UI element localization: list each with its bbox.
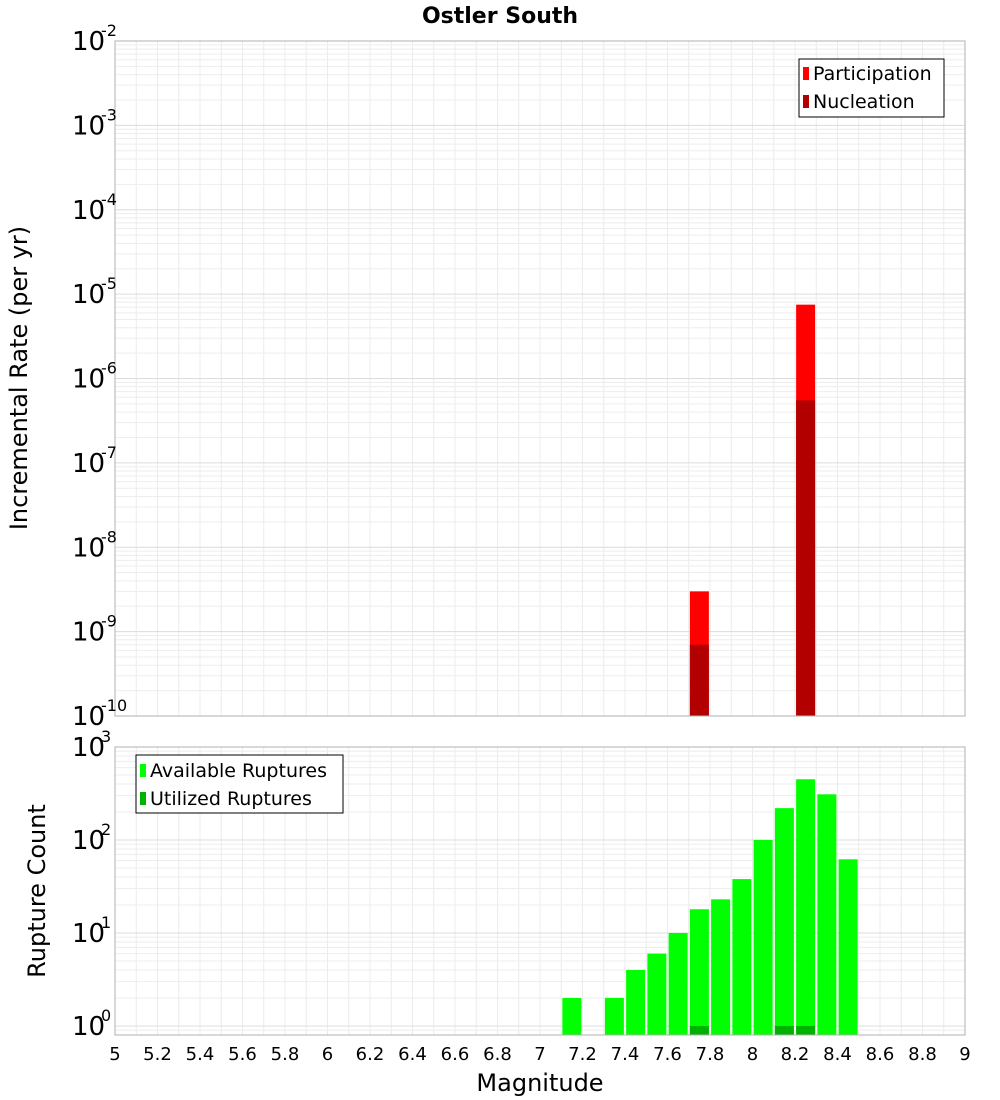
y-tick-label: 10 [72,533,105,563]
bar-available-ruptures [774,808,794,1035]
x-tick-label: 6.8 [483,1044,512,1065]
y-tick-exponent: -8 [101,527,117,546]
bar-available-ruptures [817,794,837,1035]
x-tick-label: 5 [109,1044,120,1065]
y-tick-label: 10 [72,449,105,479]
legend-swatch-available-ruptures [140,764,146,777]
y-axis-title-bottom: Rupture Count [23,804,51,978]
x-tick-label: 8 [747,1044,758,1065]
bar-available-ruptures [626,969,646,1035]
y-tick-label: 10 [72,280,105,310]
y-tick-label: 10 [72,702,105,732]
legend-box-bottom [135,754,344,814]
y-tick-exponent: 3 [101,727,111,746]
y-tick-exponent: -10 [101,696,127,715]
y-tick-label: 10 [72,618,105,648]
chart-title: Ostler South [422,4,578,29]
bar-available-ruptures [838,859,858,1035]
y-tick-exponent: -3 [101,105,117,124]
y-tick-label: 10 [72,733,105,763]
y-axis-title-top: Incremental Rate (per yr) [5,226,33,530]
x-tick-label: 6 [322,1044,333,1065]
x-tick-label: 7.8 [696,1044,725,1065]
y-tick-exponent: 1 [101,913,111,932]
y-tick-label: 10 [72,27,105,57]
bar-nucleation [689,644,709,716]
x-tick-label: 6.2 [356,1044,385,1065]
x-tick-label: 8.2 [781,1044,810,1065]
legend-label-available-ruptures: Available Ruptures [150,760,327,782]
y-tick-exponent: -2 [101,21,117,40]
bar-utilized-ruptures [689,1025,709,1035]
bar-available-ruptures [647,953,667,1035]
legend-swatch-utilized-ruptures [140,792,146,805]
y-tick-label: 10 [72,365,105,395]
x-tick-label: 8.8 [908,1044,937,1065]
bar-available-ruptures [689,909,709,1035]
x-tick-label: 8.4 [823,1044,852,1065]
bar-available-ruptures [796,779,816,1035]
bar-available-ruptures [562,997,582,1035]
x-tick-label: 7.4 [611,1044,640,1065]
legend-label-nucleation: Nucleation [813,91,915,113]
legend-label-participation: Participation [813,63,932,85]
x-tick-label: 6.6 [441,1044,470,1065]
x-tick-label: 6.4 [398,1044,427,1065]
bar-available-ruptures [753,839,773,1035]
legend-label-utilized-ruptures: Utilized Ruptures [150,788,312,810]
x-axis-title: Magnitude [476,1069,603,1097]
x-tick-label: 7.6 [653,1044,682,1065]
y-tick-exponent: -6 [101,359,117,378]
x-tick-label: 5.4 [186,1044,215,1065]
y-tick-label: 10 [72,919,105,949]
bar-available-ruptures [732,879,752,1035]
bar-utilized-ruptures [774,1025,794,1035]
x-tick-label: 5.2 [143,1044,172,1065]
legend-box-top [798,58,945,118]
legend-swatch-participation [803,67,809,80]
y-tick-exponent: 2 [101,820,111,839]
y-tick-label: 10 [72,1012,105,1042]
bar-nucleation [796,400,816,716]
x-tick-label: 7.2 [568,1044,597,1065]
bar-utilized-ruptures [796,1025,816,1035]
x-tick-label: 9 [959,1044,970,1065]
legend-swatch-nucleation [803,95,809,108]
bar-available-ruptures [711,899,731,1035]
x-tick-label: 5.6 [228,1044,257,1065]
bar-available-ruptures [604,997,624,1035]
x-tick-label: 8.6 [866,1044,895,1065]
y-tick-exponent: -9 [101,612,117,631]
y-tick-exponent: -7 [101,443,117,462]
bar-available-ruptures [668,932,688,1035]
plot-border-top [114,40,966,717]
y-tick-label: 10 [72,111,105,141]
y-tick-exponent: -5 [101,274,117,293]
x-tick-label: 5.8 [271,1044,300,1065]
y-tick-exponent: 0 [101,1006,111,1025]
x-tick-label: 7 [534,1044,545,1065]
plot-border-bottom [114,746,966,1036]
y-tick-label: 10 [72,826,105,856]
y-tick-label: 10 [72,196,105,226]
y-tick-exponent: -4 [101,190,117,209]
